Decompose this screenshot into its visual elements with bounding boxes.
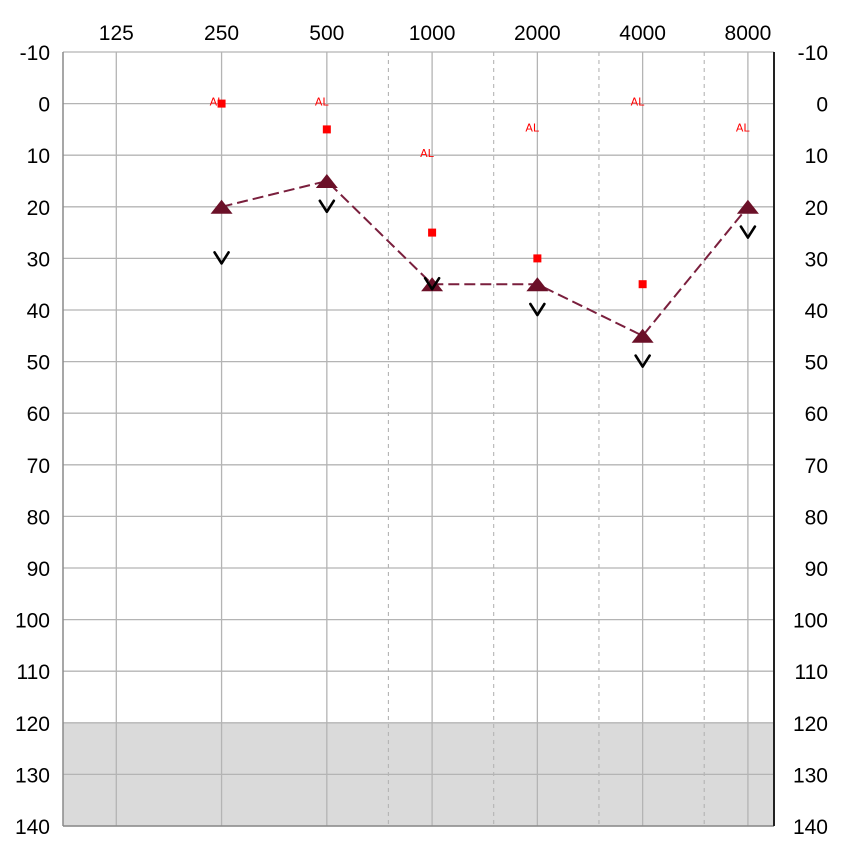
air-conduction-line	[221, 179, 749, 338]
bone-conduction-point	[423, 276, 441, 291]
y-tick-label-right: 30	[805, 248, 828, 271]
y-tick-label-left: 80	[27, 506, 50, 529]
y-tick-label-right: 130	[793, 764, 828, 787]
y-tick-label-left: 10	[27, 145, 50, 168]
y-tick-label-right: 70	[805, 455, 828, 478]
y-tick-label-right: -10	[798, 42, 828, 65]
x-tick-label: 500	[309, 22, 344, 45]
bone-conduction-point	[529, 302, 546, 317]
y-tick-label-right: 10	[805, 145, 828, 168]
x-tick-label: 8000	[725, 22, 772, 45]
y-tick-label-left: 120	[15, 713, 50, 736]
masked-point	[322, 125, 331, 134]
air-conduction-point	[210, 199, 233, 214]
masked-point	[217, 99, 226, 108]
y-tick-label-right: 60	[805, 403, 828, 426]
masked-point	[638, 280, 647, 289]
bone-conduction-point	[318, 199, 336, 214]
y-tick-label-right: 100	[793, 610, 828, 633]
y-tick-label-left: 50	[27, 352, 50, 375]
y-tick-label-right: 90	[805, 558, 828, 581]
al-marker-label: AL	[736, 121, 751, 134]
y-tick-label-right: 50	[805, 352, 828, 375]
al-marker-label: AL	[420, 147, 435, 160]
air-conduction-point	[421, 277, 444, 292]
y-tick-label-left: 20	[27, 197, 50, 220]
y-tick-label-left: -10	[20, 42, 50, 65]
y-tick-label-left: 70	[27, 455, 50, 478]
y-tick-label-right: 0	[816, 94, 828, 117]
y-tick-label-right: 40	[805, 300, 828, 323]
y-tick-label-left: 30	[27, 248, 50, 271]
air-conduction-point	[736, 199, 759, 214]
x-tick-label: 125	[99, 22, 134, 45]
y-tick-label-right: 20	[805, 197, 828, 220]
y-tick-label-left: 140	[15, 816, 50, 839]
al-marker-label: AL	[315, 96, 330, 109]
x-tick-label: 250	[204, 22, 239, 45]
bone-conduction-point	[739, 225, 757, 239]
y-tick-label-left: 60	[27, 403, 50, 426]
bone-conduction-point	[634, 354, 651, 368]
masked-point	[428, 228, 437, 237]
masked-point	[533, 254, 542, 263]
y-tick-label-left: 90	[27, 558, 50, 581]
al-marker-label: AL	[631, 96, 646, 109]
air-conduction-point	[526, 277, 549, 292]
bone-conduction-point	[213, 251, 230, 265]
al-marker-label: AL	[525, 121, 540, 134]
y-tick-label-right: 120	[793, 713, 828, 736]
x-tick-label: 1000	[409, 22, 456, 45]
y-tick-label-left: 0	[38, 94, 50, 117]
y-tick-label-right: 110	[795, 661, 828, 684]
y-tick-label-right: 140	[793, 816, 828, 839]
y-tick-label-left: 40	[27, 300, 50, 323]
y-tick-label-right: 80	[805, 506, 828, 529]
x-tick-label: 4000	[619, 22, 666, 45]
y-tick-label-left: 110	[17, 661, 50, 684]
x-tick-label: 2000	[514, 22, 561, 45]
air-conduction-point	[315, 174, 338, 188]
y-tick-label-left: 100	[15, 610, 50, 633]
air-conduction-point	[631, 328, 654, 343]
y-tick-label-left: 130	[15, 764, 50, 787]
al-marker-label: AL	[210, 96, 225, 109]
